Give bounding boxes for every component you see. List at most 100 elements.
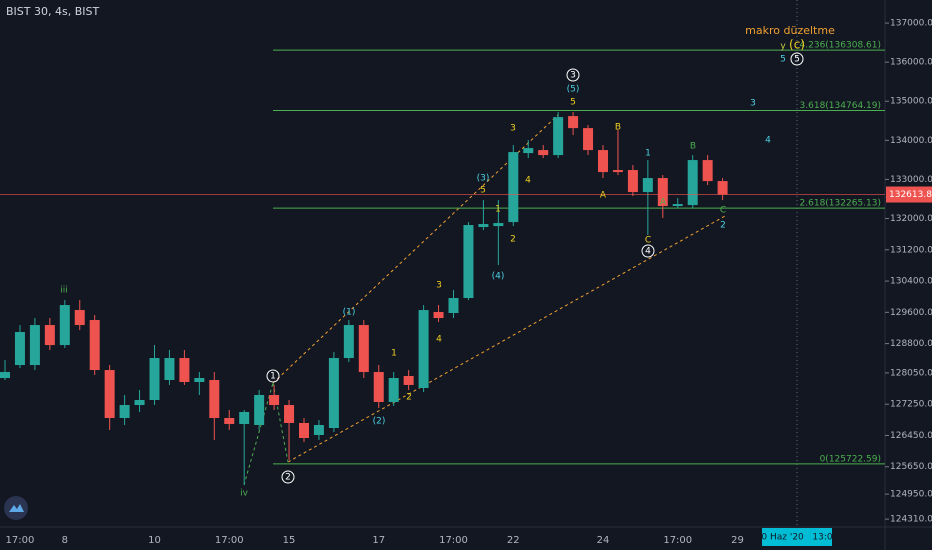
candle-body [74,310,85,326]
y-tick-label: 130400.00 [890,277,932,287]
candle-body [254,395,265,425]
wave-circle [566,68,580,82]
crosshair-label: 30 Haz '20 13:00 [756,533,839,543]
wave-label: C [720,206,726,216]
y-tick-label: 128800.00 [890,339,932,349]
wave-label: B [690,142,696,152]
candle-body [284,405,295,423]
candle-body [358,325,369,373]
x-tick-label: 24 [597,535,610,546]
candle-body [553,117,564,156]
y-tick-label: 132000.00 [890,214,932,224]
candle-body [209,379,220,418]
candle-body [583,128,594,151]
wave-label: C [645,236,651,246]
candle-body [44,325,55,346]
fib-level-label: 4.236(136308.61) [800,41,881,51]
candle-body [328,358,339,428]
wave-label: 5 [780,55,786,65]
y-tick-label: 135000.00 [890,97,932,107]
candle-body [493,223,504,227]
x-tick-label: 17:00 [6,535,35,546]
wave-label: (3) [477,174,490,184]
wave-label: iii [60,286,68,296]
wave-label: 2 [720,221,726,231]
wave-label: 2 [510,235,516,245]
y-tick-label: 126450.00 [890,431,932,441]
candle-body [463,225,474,299]
y-tick-label: 124950.00 [890,490,932,500]
wave-label: A [600,191,607,201]
candle-body [299,422,309,439]
wave-label: 4 [436,335,442,345]
candle-body [403,376,414,385]
wave-label: (5) [567,85,580,95]
candle-body [657,178,668,207]
candle-body [672,204,683,207]
x-tick-label: 17:00 [439,535,468,546]
wave-label: (1) [343,308,356,318]
x-tick-label: 15 [283,535,296,546]
candle-body [164,358,175,380]
crosshair-tag [762,528,832,546]
candle-body [508,152,519,223]
wave-label: 3 [436,281,442,291]
wave-label: 5 [794,55,800,65]
y-tick-label: 136000.00 [890,58,932,68]
candle-body [478,224,489,228]
candle-body [373,372,384,403]
candle-body [448,298,459,313]
wave-label: 4 [765,136,771,146]
fib-level-label: 2.618(132265.13) [800,199,881,209]
x-tick-label: 8 [62,535,68,546]
candle-body [224,417,235,424]
wave-label: 2 [406,393,412,403]
candle-body [717,181,728,195]
wave-label: 5 [480,186,486,196]
candle-body [598,150,608,173]
wave-label: 1 [270,372,276,382]
candle-body [269,395,280,406]
wave-label: 3 [570,71,576,81]
candle-body [388,378,399,403]
x-tick-label: 22 [507,535,520,546]
wave-label: (4) [492,272,505,282]
wave-label: 1 [495,205,501,215]
candle-body [59,305,70,346]
candle-body [313,424,324,435]
wave-circle [790,52,804,66]
x-tick-label: 10 [148,535,161,546]
x-tick-label: 17:00 [215,535,244,546]
wave-label: makro düzeltme [745,24,835,37]
wave-label: (2) [373,417,386,427]
wave-label: (c) [789,38,805,52]
logo [4,496,28,520]
candle-body [14,332,25,366]
candle-body [523,148,534,154]
wave-label: y [780,42,786,52]
y-tick-label: 128050.00 [890,368,932,378]
wave-label: 1 [391,349,397,359]
candle-body [104,370,115,418]
last-price-label: 132613.82 [889,190,932,200]
candle-body [29,325,40,366]
candle-body [179,358,190,382]
candle-body [149,358,160,401]
wave-label: 3 [750,99,756,109]
wave-circle [281,470,295,484]
candle-body [194,378,205,382]
fib-level-label: 0(125722.59) [820,454,881,464]
candle-body [612,170,623,173]
candle-body [702,160,713,182]
candle-body [538,150,549,156]
candle-body [568,116,579,129]
wave-label: 5 [570,98,576,108]
y-tick-label: 127250.00 [890,400,932,410]
y-tick-label: 124310.00 [890,515,932,525]
candle-body [642,178,653,193]
candle-body [89,320,100,371]
wave-label: 1 [645,149,651,159]
candle-body [433,312,444,319]
candle-body [343,325,354,359]
wave-label: B [615,123,621,133]
